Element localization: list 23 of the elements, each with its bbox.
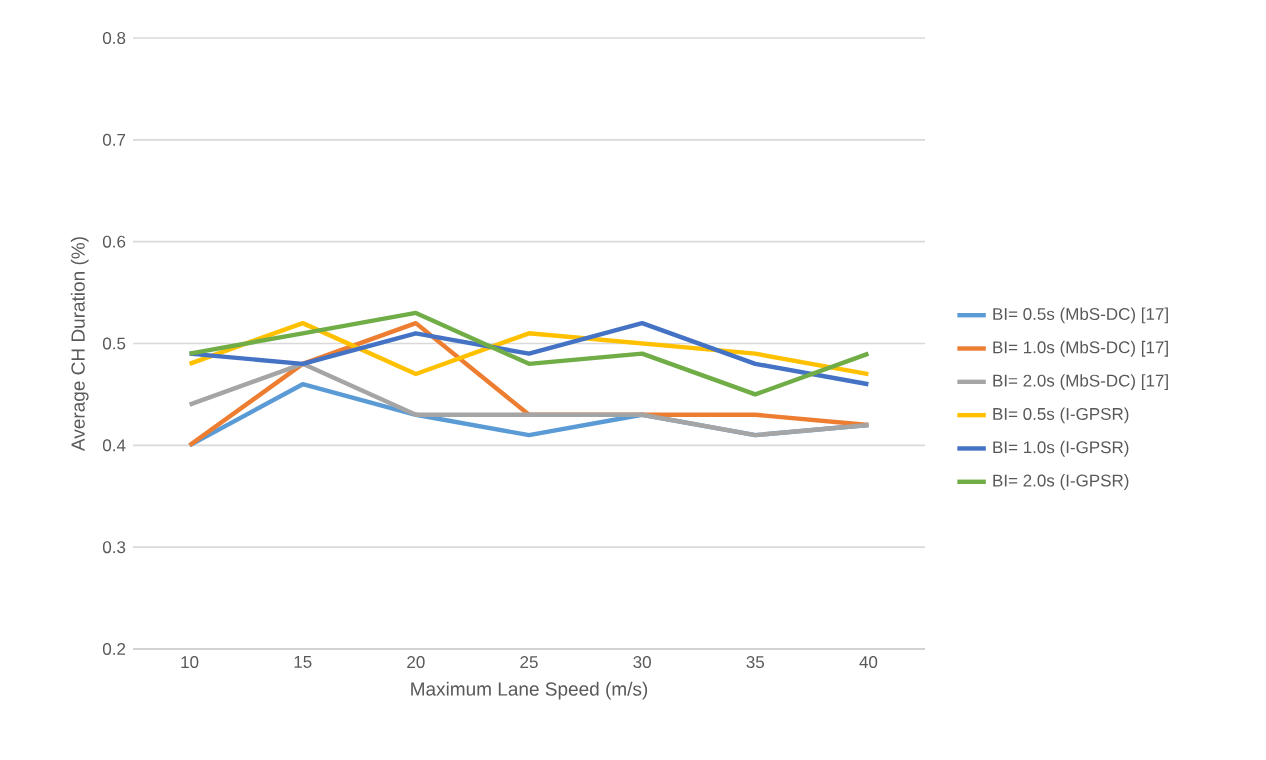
y-tick-label: 0.4 (102, 439, 126, 452)
x-tick-label: 20 (407, 656, 425, 669)
y-axis-title: Average CH Duration (%) (70, 237, 89, 451)
x-tick-label: 25 (520, 656, 538, 669)
y-tick-label: 0.5 (102, 337, 126, 350)
legend-label: BI= 2.0s (I-GPSR) (993, 474, 1129, 490)
x-axis-title: Maximum Lane Speed (m/s) (411, 681, 648, 700)
y-tick-label: 0.2 (102, 642, 126, 655)
x-tick-label: 10 (181, 656, 199, 669)
line-series (187, 310, 871, 397)
y-tick-label: 0.3 (102, 541, 126, 554)
legend-label: BI= 0.5s (MbS-DC) [17] (993, 307, 1168, 324)
legend-label: BI= 2.0s (MbS-DC) [17] (993, 374, 1168, 390)
legend-label: BI= 1.0s (I-GPSR) (993, 440, 1129, 457)
y-tick-label: 0.8 (102, 32, 126, 45)
y-tick-label: 0.6 (102, 235, 126, 248)
x-tick-label: 40 (859, 656, 878, 669)
x-tick-label: 30 (633, 656, 651, 669)
x-tick-label: 35 (746, 656, 765, 669)
legend-label: BI= 0.5s (I-GPSR) (993, 407, 1129, 424)
y-tick-label: 0.7 (102, 133, 126, 146)
x-tick-label: 15 (294, 656, 312, 668)
legend-label: BI= 1.0s (MbS-DC) [17] (993, 340, 1168, 357)
